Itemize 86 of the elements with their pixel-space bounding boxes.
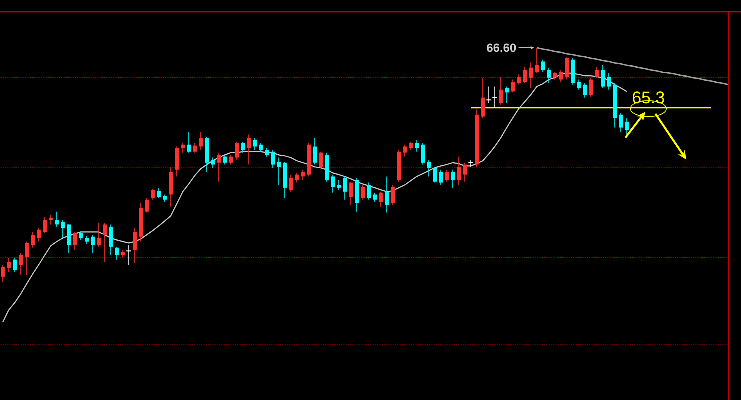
candlestick (349, 181, 353, 206)
candlestick (115, 246, 119, 260)
candlestick (373, 192, 377, 203)
candlestick (55, 211, 59, 228)
candlestick (589, 78, 593, 98)
candlestick (247, 134, 251, 166)
candlestick (619, 112, 623, 132)
candlestick (157, 188, 161, 198)
candlestick (355, 178, 359, 212)
candlestick (31, 232, 35, 248)
candlestick (43, 216, 47, 234)
candlestick (175, 146, 179, 178)
candlestick (217, 152, 221, 182)
candlestick (523, 66, 527, 84)
candlestick (25, 241, 29, 276)
candlestick (571, 58, 575, 86)
candlestick (337, 180, 341, 190)
candlestick (535, 48, 539, 74)
candlestick (457, 156, 461, 186)
candlestick (73, 232, 77, 251)
candlestick (391, 184, 395, 206)
candlestick (577, 79, 581, 90)
candlestick (91, 234, 95, 254)
candlestick (289, 174, 293, 192)
candlestick (331, 174, 335, 194)
candlestick (199, 132, 203, 150)
candlestick (67, 224, 71, 254)
candlestick (319, 151, 323, 168)
candlestick (253, 138, 257, 150)
candlestick (49, 214, 53, 226)
candlestick (583, 82, 587, 98)
candlestick (61, 220, 65, 239)
candlestick (103, 222, 107, 263)
candlestick (415, 140, 419, 152)
candlestick (313, 138, 317, 166)
candlestick (451, 170, 455, 188)
candlestick (547, 67, 551, 84)
candlestick (241, 142, 245, 154)
candlestick (97, 222, 101, 248)
candlestick (379, 192, 383, 208)
candlestick (229, 154, 233, 166)
candlestick (385, 176, 389, 214)
candlestick (625, 118, 629, 136)
candlestick (481, 78, 485, 119)
candlestick (169, 166, 173, 208)
candlestick (301, 170, 305, 180)
candlestick (541, 59, 545, 72)
candlestick (433, 166, 437, 184)
candlestick (445, 170, 449, 182)
candlestick (511, 79, 515, 94)
candlestick (361, 184, 365, 200)
candlestick (529, 62, 533, 89)
candlestick (367, 182, 371, 200)
candlestick (595, 66, 599, 78)
candlestick (187, 132, 191, 154)
candlestick (145, 198, 149, 214)
candlestick (559, 70, 563, 83)
candlestick (463, 162, 467, 182)
candlestick (343, 176, 347, 200)
candlestick (499, 76, 503, 106)
candlestick (607, 72, 611, 90)
candlestick (19, 252, 23, 276)
annotation: 66.60 (487, 44, 516, 52)
candlestick (295, 172, 299, 184)
candlestick (1, 264, 5, 282)
candlestick (277, 157, 281, 186)
candlestick (223, 154, 227, 166)
candlestick (7, 258, 11, 272)
candlestick (427, 160, 431, 178)
candlestick (565, 56, 569, 80)
candlestick (13, 258, 17, 272)
candlestick (37, 228, 41, 242)
candlestick (235, 142, 239, 160)
candlestick (517, 74, 521, 86)
candlestick (181, 142, 185, 154)
candlestick (211, 157, 215, 168)
candlestick (109, 224, 113, 256)
candlestick (439, 170, 443, 186)
candlestick (271, 150, 275, 168)
candlestick (193, 142, 197, 154)
candlestick (403, 144, 407, 158)
candlestick (601, 64, 605, 89)
candlestick (421, 142, 425, 166)
candlestick (505, 86, 509, 104)
candlestick (151, 188, 155, 200)
candlestick (133, 228, 137, 264)
